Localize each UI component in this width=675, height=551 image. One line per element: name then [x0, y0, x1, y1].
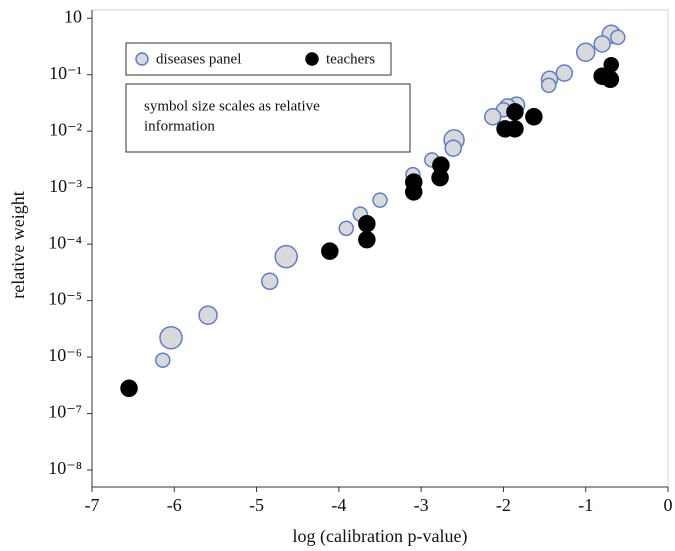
- point: [506, 120, 524, 138]
- y-axis-label: relative weight: [8, 191, 28, 298]
- point: [603, 57, 619, 73]
- point: [260, 272, 279, 291]
- y-tick-label: 10⁻⁸: [48, 458, 82, 478]
- x-tick-label: -2: [496, 495, 511, 515]
- point: [593, 35, 611, 53]
- point: [601, 70, 620, 89]
- point: [120, 379, 138, 398]
- y-tick-label: 10⁻²: [49, 119, 82, 139]
- x-tick-label: -3: [414, 495, 429, 515]
- point: [321, 242, 339, 260]
- x-axis-label: log (calibration p-value): [293, 526, 468, 547]
- point: [575, 42, 596, 62]
- x-tick-label: -1: [578, 495, 593, 515]
- point: [525, 108, 543, 126]
- x-tick-label: 0: [664, 495, 673, 515]
- y-tick-label: 10⁻⁵: [48, 289, 82, 309]
- legend-marker: [135, 52, 149, 66]
- legend-label: teachers: [326, 51, 375, 67]
- point: [155, 352, 171, 368]
- y-tick-label: 10: [64, 6, 82, 26]
- point: [159, 325, 183, 350]
- y-tick-label: 10⁻¹: [49, 63, 82, 83]
- point: [506, 103, 524, 121]
- point: [404, 183, 423, 201]
- annotation: information: [144, 118, 215, 134]
- y-tick-label: 10⁻³: [49, 176, 83, 196]
- point: [610, 29, 626, 46]
- point: [274, 244, 298, 269]
- point: [372, 192, 388, 208]
- y-tick-label: 10⁻⁴: [48, 232, 82, 252]
- point: [358, 214, 376, 233]
- x-tick-label: -7: [85, 495, 100, 515]
- x-tick-label: -6: [167, 495, 182, 515]
- annotation-box: [125, 83, 411, 153]
- annotation: symbol size scales as relative: [144, 98, 320, 114]
- point: [431, 168, 449, 187]
- points: [120, 24, 626, 398]
- y-tick-label: 10⁻⁷: [48, 402, 82, 422]
- legend-label: diseases panel: [156, 51, 241, 67]
- point: [483, 108, 502, 126]
- plot-frame: [91, 9, 669, 488]
- legend-marker: [305, 52, 319, 66]
- point: [338, 220, 355, 237]
- point: [540, 77, 557, 94]
- point: [198, 305, 218, 326]
- x-tick-label: -5: [249, 495, 264, 515]
- y-tick-label: 10⁻⁶: [48, 345, 82, 365]
- legend: [125, 42, 392, 76]
- point: [358, 230, 376, 249]
- x-tick-label: -4: [331, 495, 346, 515]
- point: [444, 139, 462, 157]
- point: [555, 64, 574, 82]
